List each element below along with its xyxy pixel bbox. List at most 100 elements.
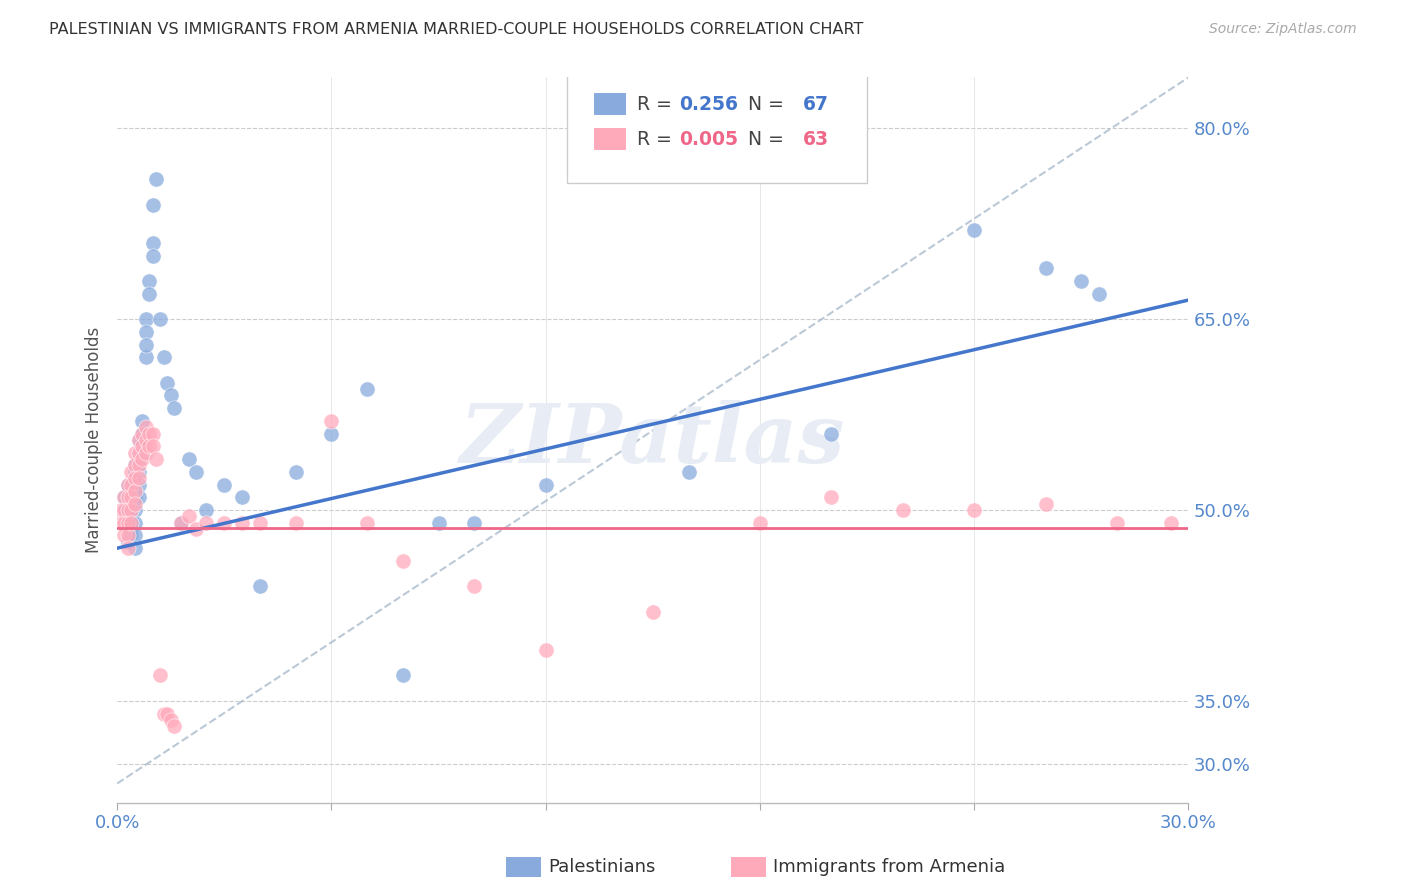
Point	[110, 503, 132, 517]
Point	[195, 503, 218, 517]
Point	[117, 516, 139, 530]
Point	[117, 477, 139, 491]
Point	[124, 471, 146, 485]
Point	[142, 248, 165, 262]
Text: R =: R =	[637, 129, 678, 149]
Text: 67: 67	[803, 95, 828, 114]
Point	[820, 426, 842, 441]
Point	[641, 605, 664, 619]
Point	[142, 426, 165, 441]
Point	[121, 503, 143, 517]
Point	[284, 516, 307, 530]
Point	[138, 274, 160, 288]
Point	[112, 490, 135, 504]
Text: 0.005: 0.005	[679, 129, 738, 149]
Text: 63: 63	[803, 129, 830, 149]
Point	[124, 458, 146, 473]
Point	[321, 426, 343, 441]
Text: Source: ZipAtlas.com: Source: ZipAtlas.com	[1209, 22, 1357, 37]
Point	[112, 490, 135, 504]
Point	[891, 503, 914, 517]
Point	[748, 516, 770, 530]
Text: N =: N =	[737, 95, 790, 114]
Point	[463, 579, 485, 593]
Point	[184, 522, 207, 536]
Point	[152, 706, 174, 721]
Point	[145, 452, 167, 467]
Point	[131, 452, 153, 467]
Point	[121, 465, 143, 479]
Point	[142, 197, 165, 211]
Point	[678, 465, 700, 479]
Point	[131, 433, 153, 447]
Point	[128, 465, 150, 479]
Point	[156, 706, 179, 721]
Point	[131, 426, 153, 441]
Point	[195, 516, 218, 530]
Point	[121, 490, 143, 504]
Point	[112, 516, 135, 530]
Point	[138, 286, 160, 301]
Point	[124, 528, 146, 542]
Point	[1035, 261, 1057, 276]
Point	[124, 483, 146, 498]
Text: Palestinians: Palestinians	[548, 858, 655, 876]
Point	[1035, 497, 1057, 511]
Point	[135, 433, 157, 447]
Point	[142, 235, 165, 250]
Point	[159, 388, 181, 402]
Point	[159, 713, 181, 727]
Point	[135, 325, 157, 339]
Point	[138, 439, 160, 453]
Point	[124, 458, 146, 473]
Point	[131, 426, 153, 441]
Point	[128, 458, 150, 473]
Point	[138, 426, 160, 441]
Point	[321, 414, 343, 428]
Point	[135, 420, 157, 434]
Text: ZIPatlas: ZIPatlas	[460, 400, 845, 480]
Point	[121, 503, 143, 517]
Point	[128, 452, 150, 467]
Point	[356, 516, 378, 530]
Point	[534, 643, 557, 657]
FancyBboxPatch shape	[593, 94, 626, 115]
Point	[128, 433, 150, 447]
Point	[356, 382, 378, 396]
Point	[1105, 516, 1128, 530]
Point	[117, 528, 139, 542]
Text: N =: N =	[737, 129, 790, 149]
Point	[121, 497, 143, 511]
Point	[135, 351, 157, 365]
Point	[149, 312, 172, 326]
Point	[117, 516, 139, 530]
Point	[135, 446, 157, 460]
Point	[177, 509, 200, 524]
Point	[427, 516, 450, 530]
Text: Immigrants from Armenia: Immigrants from Armenia	[773, 858, 1005, 876]
Point	[820, 490, 842, 504]
Text: R =: R =	[637, 95, 678, 114]
Point	[124, 541, 146, 556]
Point	[170, 516, 193, 530]
Text: 0.256: 0.256	[679, 95, 738, 114]
Point	[117, 490, 139, 504]
Text: PALESTINIAN VS IMMIGRANTS FROM ARMENIA MARRIED-COUPLE HOUSEHOLDS CORRELATION CHA: PALESTINIAN VS IMMIGRANTS FROM ARMENIA M…	[49, 22, 863, 37]
FancyBboxPatch shape	[593, 128, 626, 150]
Point	[128, 446, 150, 460]
Y-axis label: Married-couple Households: Married-couple Households	[86, 326, 103, 553]
Point	[231, 516, 253, 530]
Point	[131, 414, 153, 428]
Point	[231, 490, 253, 504]
Point	[117, 477, 139, 491]
Point	[149, 668, 172, 682]
Point	[392, 554, 415, 568]
Point	[124, 497, 146, 511]
Point	[128, 490, 150, 504]
Point	[124, 477, 146, 491]
Point	[249, 579, 271, 593]
Point	[117, 534, 139, 549]
Point	[145, 172, 167, 186]
Point	[124, 465, 146, 479]
Point	[121, 528, 143, 542]
